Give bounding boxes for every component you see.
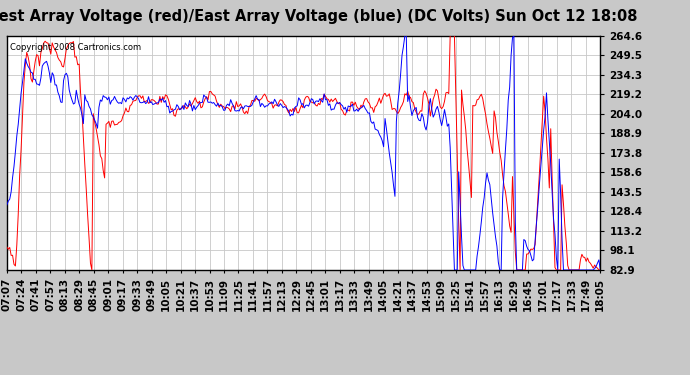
- Text: West Array Voltage (red)/East Array Voltage (blue) (DC Volts) Sun Oct 12 18:08: West Array Voltage (red)/East Array Volt…: [0, 9, 638, 24]
- Text: Copyright 2008 Cartronics.com: Copyright 2008 Cartronics.com: [10, 43, 141, 52]
